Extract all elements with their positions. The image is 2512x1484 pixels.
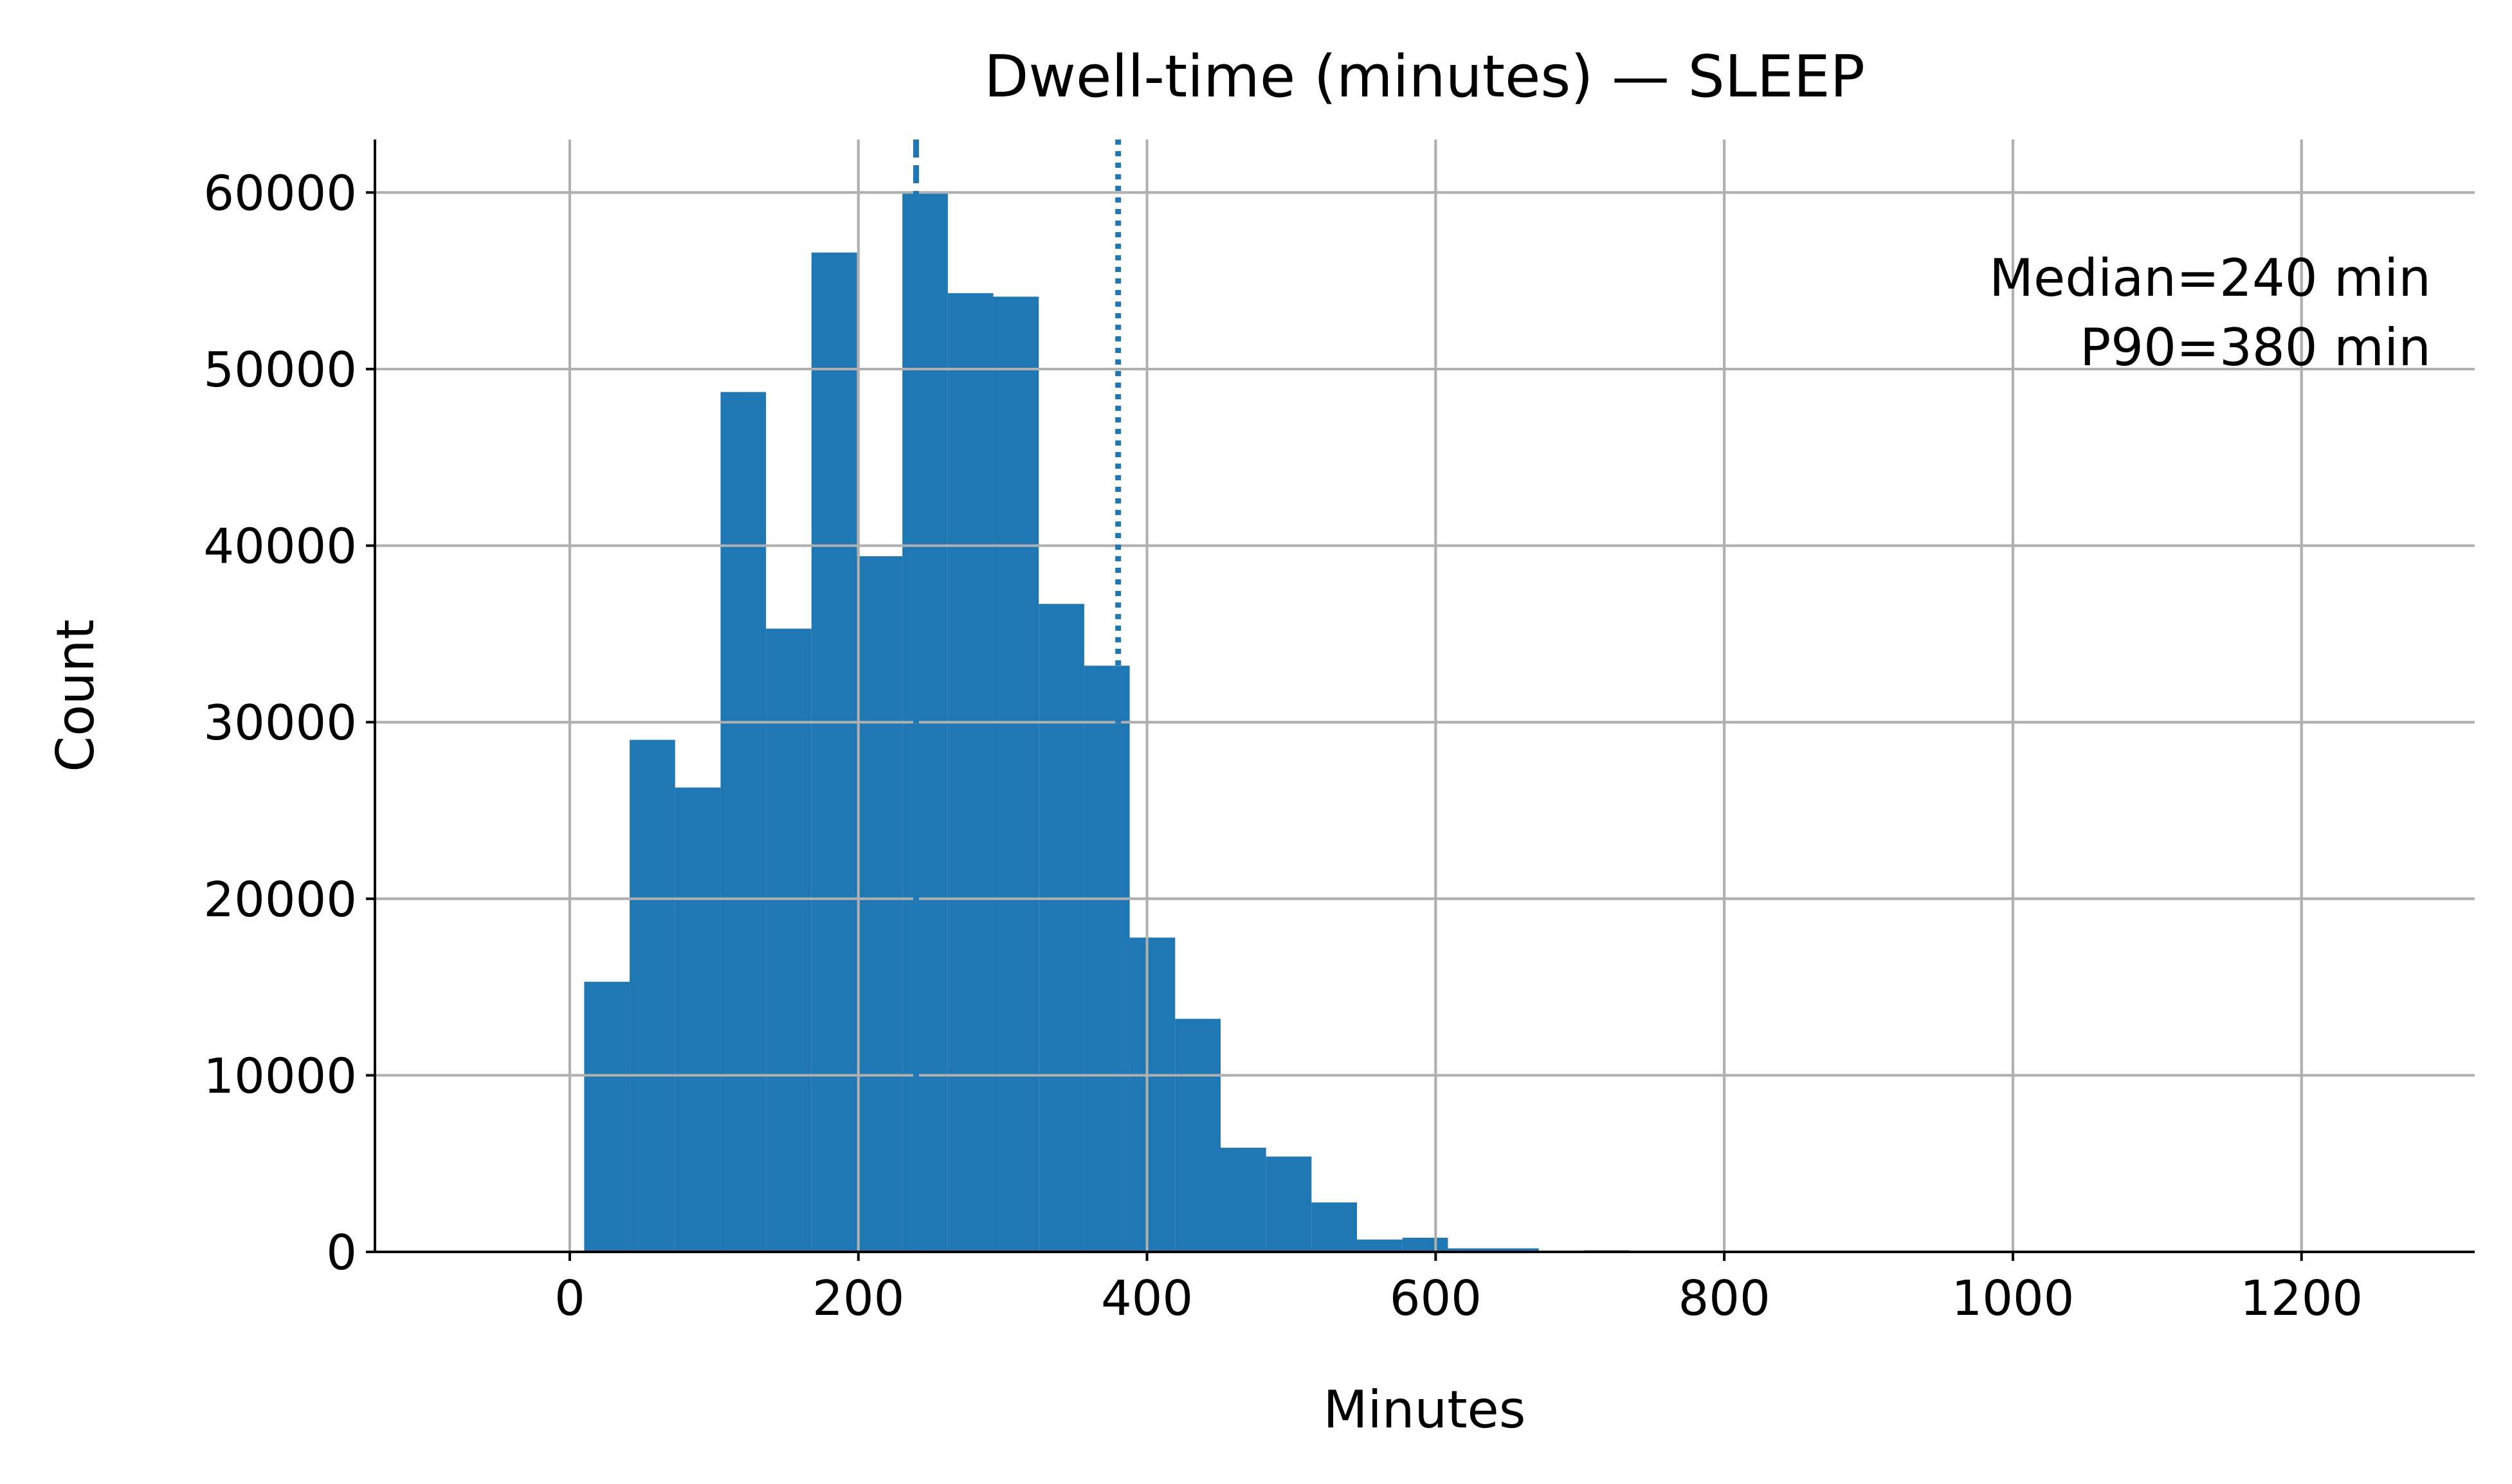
histogram-bar [720,392,767,1252]
histogram-bar [1175,1018,1221,1252]
y-tick-label: 20000 [203,871,357,928]
y-tick-label: 30000 [203,694,357,751]
p90-annotation: P90=380 min [2080,318,2431,377]
chart-title: Dwell-time (minutes) — SLEEP [984,43,1865,111]
histogram-bar [857,556,903,1252]
histogram-bar [811,252,857,1252]
histogram-bar [1266,1156,1312,1252]
histogram-bar [766,628,812,1252]
ticks: 0 200 400 600 800 1000 1200 0 10000 20000 30000 400… [203,165,2363,1326]
histogram-bar [675,787,721,1252]
histogram-bar [1084,665,1130,1252]
histogram-bar [1402,1238,1448,1252]
x-axis-label: Minutes [1324,1380,1526,1440]
y-tick-label: 10000 [203,1047,357,1104]
x-tick-label: 0 [554,1270,585,1326]
reference-lines [913,140,1122,1252]
y-axis-label: Count [46,619,105,772]
histogram-bar [1039,604,1084,1252]
histogram-bar [1220,1147,1266,1252]
histogram-bar [1129,937,1176,1252]
histogram-bar [993,296,1039,1252]
axes [374,140,2475,1253]
y-tick-label: 60000 [203,165,357,221]
x-tick-label: 400 [1101,1270,1193,1326]
histogram-bar [1357,1239,1403,1252]
bars [375,140,2475,1252]
histogram-bar [630,739,675,1252]
histogram-bar [1448,1248,1494,1252]
x-tick-label: 1000 [1951,1270,2074,1326]
y-tick-label: 0 [326,1224,357,1281]
x-tick-label: 800 [1679,1270,1770,1326]
histogram-bar [947,293,994,1252]
x-tick-label: 600 [1390,1270,1482,1326]
histogram-bar [584,981,630,1252]
y-tick-label: 40000 [203,518,357,575]
histogram-bar [1311,1202,1358,1252]
x-tick-label: 1200 [2240,1270,2363,1326]
histogram-bar [1493,1248,1539,1252]
median-annotation: Median=240 min [1989,248,2431,308]
x-tick-label: 200 [812,1270,904,1326]
y-tick-label: 50000 [203,341,357,398]
